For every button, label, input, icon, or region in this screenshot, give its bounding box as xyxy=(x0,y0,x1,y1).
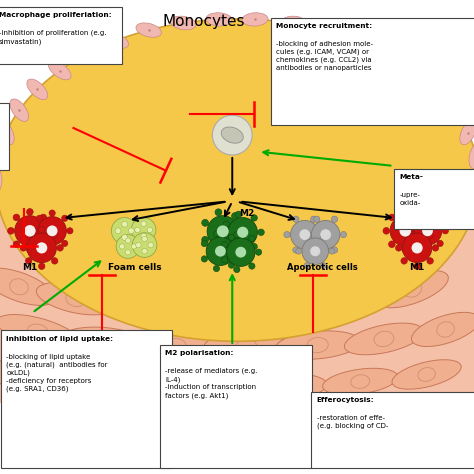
Circle shape xyxy=(300,229,310,240)
Circle shape xyxy=(236,211,242,218)
Circle shape xyxy=(47,226,57,236)
Text: -inhibition of proliferation (e.g.
simvastatin): -inhibition of proliferation (e.g. simva… xyxy=(0,30,107,45)
Circle shape xyxy=(122,235,128,240)
Circle shape xyxy=(40,241,46,247)
Ellipse shape xyxy=(346,33,370,48)
Ellipse shape xyxy=(376,46,400,63)
Circle shape xyxy=(62,240,68,246)
Text: M1: M1 xyxy=(410,263,425,272)
Circle shape xyxy=(234,266,240,273)
Text: M1: M1 xyxy=(22,263,37,272)
Circle shape xyxy=(383,228,390,234)
Text: -release of mediators (e.g.
IL-4)
-induction of transcription
factors (e.g. Akt1: -release of mediators (e.g. IL-4) -induc… xyxy=(165,368,257,399)
Circle shape xyxy=(414,263,420,270)
Circle shape xyxy=(20,245,27,251)
Ellipse shape xyxy=(170,16,196,30)
Text: -blocking of adhesion mole-
cules (e.g. ICAM, VCAM) or
chemokines (e.g. CCL2) vi: -blocking of adhesion mole- cules (e.g. … xyxy=(276,41,374,71)
Circle shape xyxy=(412,240,418,246)
Circle shape xyxy=(305,231,311,238)
Circle shape xyxy=(136,242,141,248)
Circle shape xyxy=(115,228,121,234)
FancyBboxPatch shape xyxy=(394,169,474,229)
Ellipse shape xyxy=(74,46,98,63)
Circle shape xyxy=(293,216,299,222)
Circle shape xyxy=(128,228,134,234)
Ellipse shape xyxy=(104,33,128,48)
Circle shape xyxy=(389,241,395,247)
Ellipse shape xyxy=(221,127,243,143)
Circle shape xyxy=(231,243,238,250)
Ellipse shape xyxy=(33,369,109,394)
Circle shape xyxy=(422,226,433,236)
Circle shape xyxy=(320,234,327,240)
Circle shape xyxy=(239,228,246,235)
Ellipse shape xyxy=(376,271,448,308)
Circle shape xyxy=(223,221,229,228)
Text: Monocytes: Monocytes xyxy=(163,14,245,29)
Circle shape xyxy=(26,258,32,264)
Text: M2: M2 xyxy=(239,209,254,218)
Ellipse shape xyxy=(239,292,320,320)
Text: Macrophage proliferiation:: Macrophage proliferiation: xyxy=(0,12,112,18)
Circle shape xyxy=(201,256,208,262)
Ellipse shape xyxy=(0,268,55,305)
Circle shape xyxy=(320,263,327,268)
Circle shape xyxy=(26,232,32,238)
Circle shape xyxy=(415,214,422,221)
Circle shape xyxy=(111,218,138,244)
Circle shape xyxy=(424,246,431,252)
Circle shape xyxy=(36,240,43,246)
Ellipse shape xyxy=(275,331,360,359)
Circle shape xyxy=(8,228,14,234)
Circle shape xyxy=(284,231,290,238)
Circle shape xyxy=(390,216,420,246)
Ellipse shape xyxy=(392,360,461,389)
Circle shape xyxy=(141,221,146,227)
Circle shape xyxy=(148,242,154,248)
Circle shape xyxy=(223,237,229,244)
Ellipse shape xyxy=(48,61,71,80)
Circle shape xyxy=(27,246,33,253)
Circle shape xyxy=(331,247,337,253)
FancyBboxPatch shape xyxy=(311,392,474,468)
Ellipse shape xyxy=(0,143,5,169)
Bar xyxy=(0,204,474,403)
FancyBboxPatch shape xyxy=(271,18,474,125)
Circle shape xyxy=(331,216,337,222)
Text: Foam cells: Foam cells xyxy=(108,263,162,272)
Circle shape xyxy=(310,216,317,222)
Circle shape xyxy=(304,263,310,268)
Circle shape xyxy=(228,234,235,240)
FancyBboxPatch shape xyxy=(160,345,312,468)
Circle shape xyxy=(222,257,228,263)
Circle shape xyxy=(402,209,409,215)
Circle shape xyxy=(201,240,208,246)
Ellipse shape xyxy=(469,143,474,169)
Ellipse shape xyxy=(242,13,268,26)
Circle shape xyxy=(38,226,45,233)
Ellipse shape xyxy=(27,79,48,100)
Circle shape xyxy=(46,228,52,234)
Circle shape xyxy=(236,247,242,254)
Circle shape xyxy=(135,227,140,233)
Circle shape xyxy=(310,247,317,253)
Ellipse shape xyxy=(460,120,474,145)
Circle shape xyxy=(427,232,433,238)
Ellipse shape xyxy=(345,323,423,355)
Ellipse shape xyxy=(307,283,385,315)
Circle shape xyxy=(31,228,37,234)
Circle shape xyxy=(311,220,340,249)
Circle shape xyxy=(38,217,66,245)
Circle shape xyxy=(67,228,73,234)
Ellipse shape xyxy=(168,293,249,323)
Text: -upre-
oxida-: -upre- oxida- xyxy=(400,192,421,206)
Circle shape xyxy=(310,246,320,256)
Circle shape xyxy=(36,215,43,221)
Circle shape xyxy=(235,248,241,255)
FancyBboxPatch shape xyxy=(1,330,172,468)
Circle shape xyxy=(314,247,320,253)
Circle shape xyxy=(125,238,130,243)
Circle shape xyxy=(13,241,20,247)
Ellipse shape xyxy=(426,79,447,100)
Ellipse shape xyxy=(10,99,28,121)
